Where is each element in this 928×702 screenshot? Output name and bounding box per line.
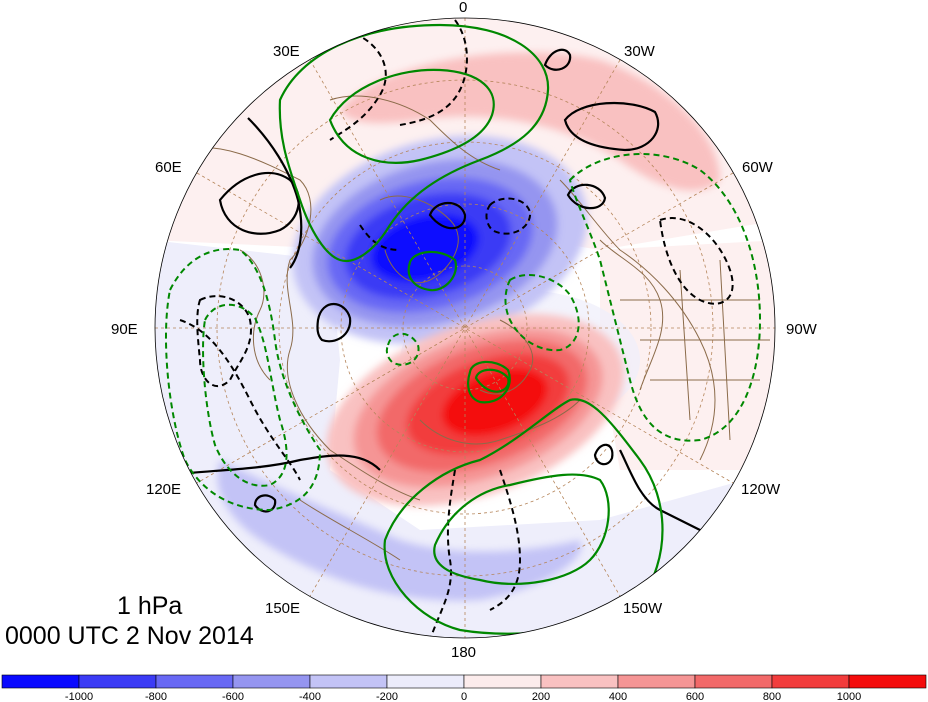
black-dashed-contours	[179, 19, 734, 638]
coastlines	[179, 95, 770, 561]
colorbar-box	[155, 674, 234, 689]
colorbar-box	[1, 674, 80, 689]
colorbar-box	[463, 674, 542, 689]
lon-label-150w: 150W	[623, 600, 663, 617]
colorbar-tick-label: -800	[145, 691, 167, 702]
map-border	[154, 17, 776, 639]
lon-label-120e: 120E	[146, 481, 181, 498]
title-time: 0000 UTC 2 Nov 2014	[5, 622, 254, 650]
lon-label-0: 0	[459, 0, 467, 16]
lon-label-120w: 120W	[741, 481, 781, 498]
longitude-labels: 0 30W 60W 90W 120W 150W 180 150E 120E 90…	[111, 0, 818, 661]
map-disk	[155, 18, 775, 638]
title-level: 1 hPa	[117, 592, 183, 620]
pacific-negative-band	[217, 460, 582, 601]
colorbar-tick-label: -1000	[65, 691, 93, 702]
lon-label-90w: 90W	[786, 321, 818, 338]
colorbar-tick-label: 0	[461, 691, 467, 702]
colorbar-box	[309, 674, 388, 689]
lon-label-60w: 60W	[742, 159, 774, 176]
colorbar-tick-label: 800	[763, 691, 781, 702]
colorbar-box	[694, 674, 773, 689]
colorbar-tick-label: -200	[376, 691, 398, 702]
colorbar-box	[386, 674, 465, 689]
colorbar-box	[848, 674, 927, 689]
lon-label-150e: 150E	[265, 600, 300, 617]
lon-label-30w: 30W	[624, 43, 656, 60]
colorbar: -1000 -800 -600 -400 -200 0 200 400 600 800 1000	[1, 674, 927, 702]
colorbar-tick-label: 200	[532, 691, 550, 702]
lon-label-60e: 60E	[155, 159, 182, 176]
graticule	[155, 18, 775, 638]
colorbar-box	[617, 674, 696, 689]
green-contours	[278, 23, 664, 635]
colorbar-tick-label: 600	[686, 691, 704, 702]
negative-anomaly	[292, 135, 588, 345]
colorbar-tick-label: 1000	[837, 691, 861, 702]
colorbar-box	[771, 674, 850, 689]
colorbar-box	[232, 674, 311, 689]
colorbar-box	[78, 674, 157, 689]
colorbar-tick-label: -400	[299, 691, 321, 702]
colorbar-tick-label: 400	[609, 691, 627, 702]
lon-label-180: 180	[451, 644, 476, 661]
colorbar-box	[540, 674, 619, 689]
green-dashed-contours	[164, 153, 762, 512]
lon-label-30e: 30E	[273, 43, 300, 60]
lon-label-90e: 90E	[111, 321, 138, 338]
colorbar-tick-label: -600	[222, 691, 244, 702]
